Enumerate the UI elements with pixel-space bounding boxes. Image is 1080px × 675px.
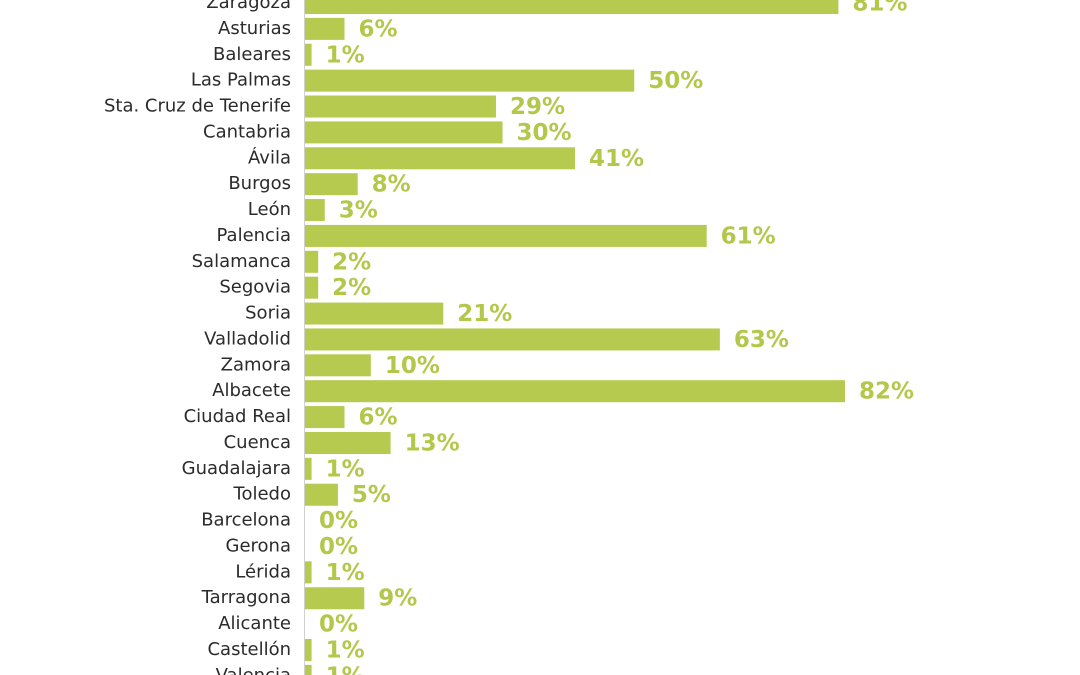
- bar: [305, 664, 312, 675]
- value-label: 0%: [319, 612, 358, 638]
- category-label: Valencia: [216, 665, 291, 675]
- value-label: 1%: [326, 638, 365, 664]
- category-label: Ávila: [248, 146, 291, 168]
- bar: [305, 43, 312, 66]
- bar: [305, 95, 496, 118]
- bar: [305, 302, 444, 325]
- category-label: Baleares: [213, 44, 291, 65]
- bar: [305, 147, 575, 170]
- value-label: 0%: [319, 508, 358, 534]
- value-label: 30%: [517, 120, 572, 146]
- bar: [305, 380, 845, 403]
- category-label: Valladolid: [204, 328, 291, 349]
- bar: [305, 328, 720, 351]
- value-label: 10%: [385, 353, 440, 379]
- bar: [305, 121, 503, 144]
- bar: [305, 250, 319, 273]
- category-label: Barcelona: [201, 510, 291, 531]
- value-label: 6%: [359, 405, 398, 431]
- value-label: 1%: [326, 663, 365, 675]
- value-label: 41%: [589, 146, 644, 172]
- bar: [305, 457, 312, 480]
- value-label: 2%: [332, 249, 371, 275]
- category-label: Tarragona: [201, 587, 291, 608]
- category-label: Cuenca: [224, 432, 291, 453]
- value-label: 1%: [326, 42, 365, 68]
- value-label: 13%: [405, 430, 460, 456]
- value-label: 0%: [319, 534, 358, 560]
- value-label: 50%: [648, 68, 703, 94]
- category-label: Guadalajara: [182, 458, 291, 479]
- value-label: 82%: [859, 379, 914, 405]
- category-label: Asturias: [218, 18, 291, 39]
- category-label: Ciudad Real: [184, 406, 291, 427]
- value-label: 8%: [372, 172, 411, 198]
- value-label: 21%: [457, 301, 512, 327]
- value-label: 5%: [352, 482, 391, 508]
- bar: [305, 354, 371, 377]
- value-label: 1%: [326, 560, 365, 586]
- value-label: 29%: [510, 94, 565, 120]
- category-label: Zaragoza: [206, 0, 291, 13]
- category-label: Soria: [245, 303, 291, 324]
- bar: [305, 587, 365, 610]
- category-label: Gerona: [226, 535, 291, 556]
- bar: [305, 639, 312, 661]
- value-label: 63%: [734, 327, 789, 353]
- category-label: Castellón: [207, 639, 291, 660]
- bar: [305, 276, 319, 299]
- category-label: Sta. Cruz de Tenerife: [104, 96, 291, 117]
- bar: [305, 431, 391, 454]
- category-label: Burgos: [228, 173, 291, 194]
- category-label: Albacete: [212, 380, 291, 401]
- bar: [305, 561, 312, 584]
- value-label: 9%: [378, 586, 417, 612]
- value-label: 3%: [339, 198, 378, 224]
- category-label: Toledo: [233, 484, 291, 505]
- category-label: Lérida: [235, 561, 291, 582]
- value-label: 6%: [359, 16, 398, 42]
- category-label: Las Palmas: [191, 70, 291, 91]
- bar: [305, 483, 338, 506]
- value-label: 81%: [852, 0, 907, 17]
- category-label: Salamanca: [192, 251, 291, 272]
- bar: [305, 173, 358, 196]
- value-label: 2%: [332, 275, 371, 301]
- bar: [305, 224, 707, 247]
- category-label: León: [248, 199, 291, 220]
- bar: [305, 17, 345, 40]
- category-label: Cantabria: [203, 121, 291, 142]
- bar: [305, 69, 635, 92]
- value-label: 61%: [721, 223, 776, 249]
- category-label: Palencia: [217, 225, 292, 246]
- category-label: Zamora: [221, 354, 291, 375]
- bar: [305, 199, 325, 222]
- value-label: 1%: [326, 456, 365, 482]
- category-label: Segovia: [219, 277, 291, 298]
- bar: [305, 406, 345, 429]
- bar: [305, 0, 839, 14]
- category-label: Alicante: [218, 613, 291, 634]
